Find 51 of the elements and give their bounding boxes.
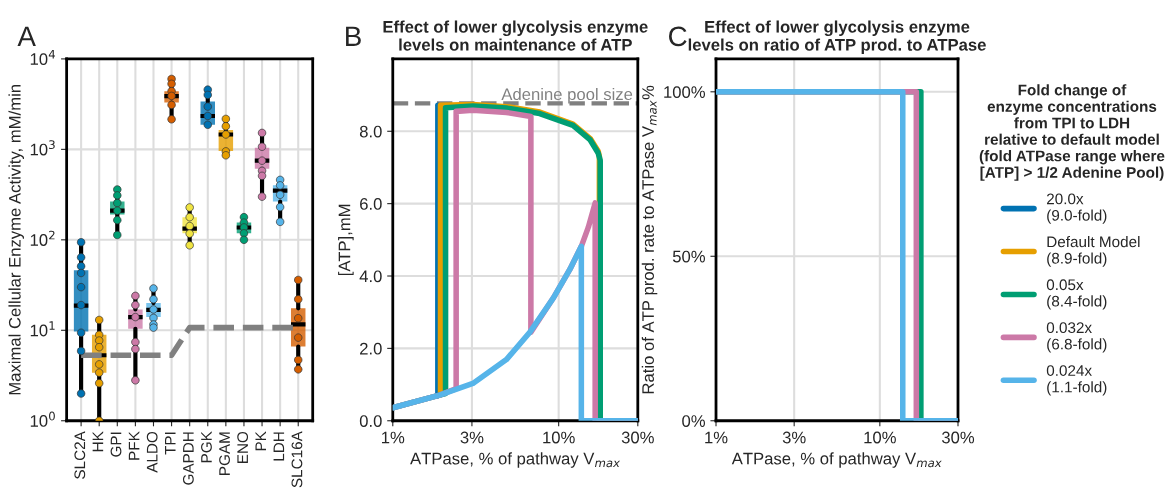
text: C <box>669 26 687 47</box>
legend-label: 0.032x (6.8-fold) <box>1046 322 1107 353</box>
y-tick-label: 0% <box>682 415 705 427</box>
x-tick-label: 3% <box>782 431 806 444</box>
legend-label: 0.05x (8.4-fold) <box>1046 279 1107 310</box>
x-tick-label: 30% <box>621 431 654 444</box>
x-tick-label: 30% <box>941 431 975 444</box>
x-tick-label: PGAM <box>219 432 230 475</box>
y-tick-label: 2.0 <box>360 342 382 355</box>
y-tick-label: 6.0 <box>360 198 382 210</box>
y-axis-title: Ratio of ATP prod. rate to ATPase V$_{max}$% <box>641 85 658 394</box>
y-tick-label: 10$^{3}$ <box>30 140 55 156</box>
legend-label: 20.0x (9.0-fold) <box>1046 193 1107 224</box>
chart-title: Effect of lower glycolysis enzyme levels on ratio of ATP prod. to ATPase <box>688 20 986 55</box>
text: A <box>17 26 36 46</box>
x-tick-label: 3% <box>460 431 484 444</box>
x-tick-label: ALDO <box>146 431 158 473</box>
y-axis-title: Maximal Cellular Enzyme Activity, mM/min <box>8 85 24 395</box>
x-tick-label: SLC16A <box>291 431 303 488</box>
y-tick-label: 10$^{0}$ <box>30 411 55 427</box>
x-axis-title: ATPase, % of pathway V$_{max}$ <box>731 452 942 468</box>
x-tick-label: LDH <box>273 432 285 461</box>
text: B <box>346 26 361 46</box>
x-tick-label: PFK <box>128 431 140 460</box>
x-tick-label: GPI <box>110 432 122 457</box>
x-tick-label: PK <box>255 431 266 451</box>
x-tick-label: PGK <box>201 431 212 463</box>
y-axis-title: [ATP],mM <box>338 204 354 276</box>
x-tick-label: HK <box>92 431 104 452</box>
x-tick-label: ENO <box>237 431 249 464</box>
legend-title: Fold change of enzyme concentrations from TPI to LDH relative to default model (fold ATPase range where [ATP] > 1/2 Adenine Pool) <box>979 84 1165 181</box>
x-tick-label: 10% <box>864 431 896 444</box>
y-tick-label: 4.0 <box>359 270 382 283</box>
y-tick-label: 100% <box>664 86 706 98</box>
chart-title: Effect of lower glycolysis enzyme levels on maintenance of ATP <box>383 20 648 51</box>
y-tick-label: 10$^{1}$ <box>30 321 55 337</box>
y-tick-label: 10$^{4}$ <box>30 49 56 65</box>
x-tick-label: GAPDH <box>182 432 194 485</box>
legend-label: Default Model (8.9-fold) <box>1047 236 1140 267</box>
x-tick-label: SLC2A <box>74 431 86 479</box>
legend-label: 0.024x (1.1-fold) <box>1046 365 1107 396</box>
y-tick-label: 50% <box>672 250 705 263</box>
x-tick-label: 1% <box>705 431 728 444</box>
x-tick-label: TPI <box>165 432 176 455</box>
x-tick-label: 10% <box>543 431 575 444</box>
y-tick-label: 8.0 <box>359 125 382 138</box>
y-tick-label: 10$^{2}$ <box>30 230 55 246</box>
y-tick-label: 0.0 <box>359 415 382 427</box>
x-tick-label: 1% <box>382 431 405 444</box>
x-axis-title: ATPase, % of pathway V$_{max}$ <box>410 452 621 468</box>
ref-line-label: Adenine pool size <box>501 87 633 104</box>
